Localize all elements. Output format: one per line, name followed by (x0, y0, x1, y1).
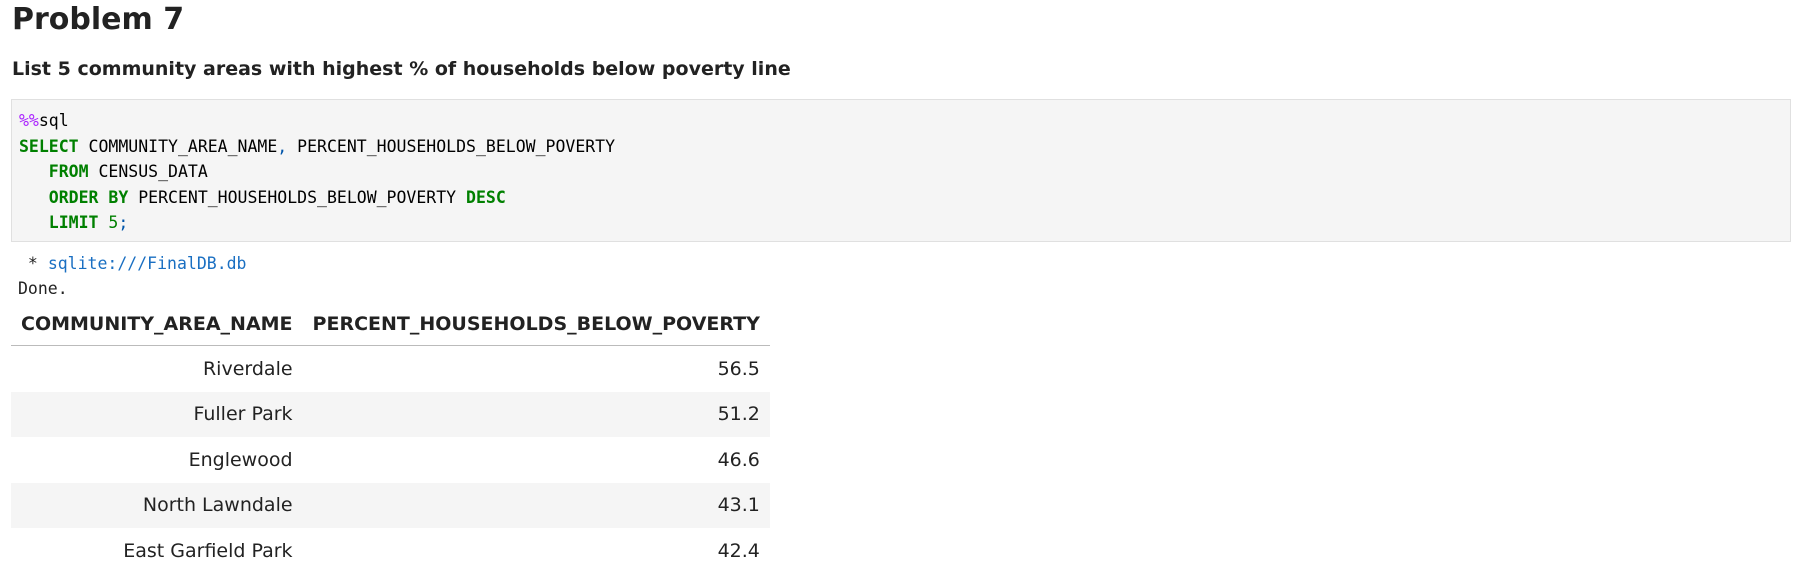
header-row: COMMUNITY_AREA_NAME PERCENT_HOUSEHOLDS_BE… (11, 305, 770, 346)
table-cell: Fuller Park (193, 403, 293, 426)
table-cell: Englewood (188, 448, 293, 471)
code-token: DESC (466, 187, 506, 207)
table-cell: 56.5 (717, 357, 760, 380)
table-body: Riverdale 56.5 Fuller Park 51.2 Englewood 46.… (11, 346, 770, 574)
code-token: CENSUS_DATA (88, 162, 208, 181)
table-row: Fuller Park 51.2 (11, 391, 770, 437)
table-cell: North Lawndale (142, 494, 293, 517)
table-row: North Lawndale 43.1 (11, 482, 770, 528)
table-cell: 43.1 (717, 494, 760, 517)
code-line: LIMIT 5; (19, 210, 1783, 236)
column-header: COMMUNITY_AREA_NAME (11, 305, 303, 346)
connection-prefix: * (18, 254, 48, 273)
code-token: FROM (19, 162, 89, 181)
code-cell[interactable]: %%sql SELECT COMMUNITY_AREA_NAME, PERCENT… (11, 99, 1791, 242)
code-token: COMMUNITY_AREA_NAME (78, 136, 278, 156)
instruction: List 5 community areas with highest % of… (12, 58, 791, 80)
connection-link[interactable]: sqlite:///FinalDB.db (47, 254, 247, 273)
code-token: sql (38, 111, 69, 130)
code-line: SELECT COMMUNITY_AREA_NAME, PERCENT_HOUS… (19, 134, 1783, 160)
code-token: , (277, 136, 288, 156)
table-row: Riverdale 56.5 (11, 346, 770, 392)
column-header: PERCENT_HOUSEHOLDS_BELOW_POVERTY (302, 305, 770, 346)
table-cell: Riverdale (202, 357, 293, 380)
code-token: %% (19, 111, 39, 130)
code-line: ORDER BY PERCENT_HOUSEHOLDS_BELOW_POVERT… (19, 185, 1783, 211)
table-cell: East Garfield Park (123, 539, 293, 562)
table-cell: 51.2 (717, 403, 760, 426)
code-token: ; (118, 213, 129, 232)
status: Done. (18, 279, 68, 298)
code-token: 5 (98, 213, 119, 232)
table-row: East Garfield Park 42.4 (11, 528, 770, 574)
table-cell: 46.6 (717, 448, 760, 471)
code-token: PERCENT_HOUSEHOLDS_BELOW_POVERTY (128, 187, 467, 207)
cell-output: * sqlite:///FinalDB.db Done. (18, 251, 247, 301)
code-token: ORDER BY (19, 187, 129, 207)
result-table: COMMUNITY_AREA_NAME PERCENT_HOUSEHOLDS_BE… (11, 305, 770, 574)
table-row: Englewood 46.6 (11, 437, 770, 483)
code-line: %%sql (19, 108, 1783, 134)
code-token: SELECT (19, 136, 79, 156)
code-token: PERCENT_HOUSEHOLDS_BELOW_POVERTY (287, 136, 616, 156)
code-token: LIMIT (19, 213, 99, 232)
heading: Problem 7 (12, 2, 185, 37)
code-line: FROM CENSUS_DATA (19, 159, 1783, 185)
table-cell: 42.4 (717, 539, 760, 562)
